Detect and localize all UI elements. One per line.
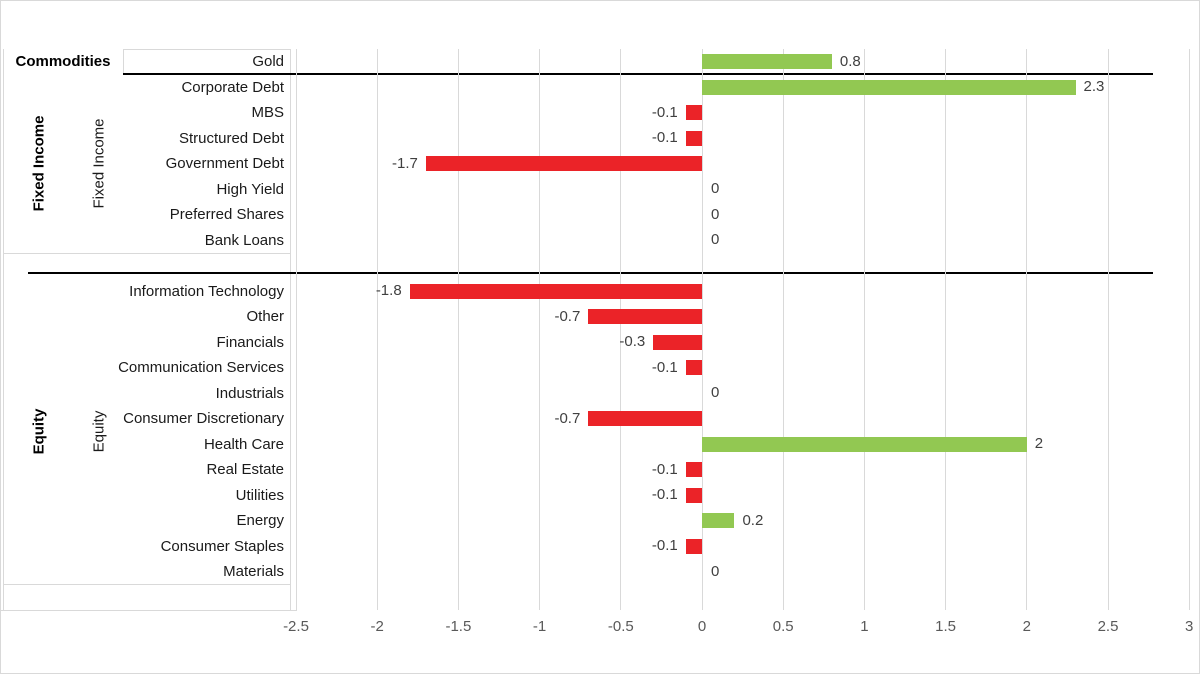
data-bar <box>702 54 832 70</box>
value-label: -0.1 <box>651 129 678 147</box>
x-axis-tick-label: 2.5 <box>1097 618 1119 635</box>
value-label: -1.7 <box>392 154 418 172</box>
category-label: Corporate Debt <box>181 78 284 96</box>
label-area-top-border <box>123 49 291 50</box>
gridline <box>620 49 622 610</box>
data-bar <box>409 283 702 299</box>
value-label: 0 <box>711 180 720 198</box>
category-label: Communication Services <box>118 359 284 376</box>
value-label: 0 <box>711 205 720 223</box>
category-label: Materials <box>223 563 284 580</box>
gridline <box>863 49 865 610</box>
gridline <box>701 49 703 610</box>
x-axis-tick-label: 0.5 <box>772 618 794 635</box>
separator-fixed-income-equity <box>28 272 1153 274</box>
value-label: -0.1 <box>651 460 678 478</box>
category-label: Health Care <box>203 435 284 453</box>
category-label: Industrials <box>215 384 284 402</box>
x-axis-tick-label: 0 <box>697 618 707 635</box>
value-label: -0.7 <box>554 409 581 427</box>
category-label: Consumer Staples <box>160 537 284 555</box>
gridline <box>457 49 459 610</box>
data-bar <box>685 360 702 376</box>
gridline <box>782 49 784 610</box>
category-label: Other <box>246 308 284 325</box>
value-label: -0.1 <box>651 358 678 376</box>
label-area-left-border <box>3 49 4 610</box>
value-label: 0 <box>711 562 720 580</box>
value-label: 0.8 <box>839 52 861 70</box>
value-label: 0 <box>711 384 720 402</box>
data-bar <box>685 105 702 121</box>
gridline <box>1026 49 1028 610</box>
separator-commodities-fixed-income <box>123 73 1153 75</box>
data-bar <box>653 334 702 350</box>
value-label: -0.7 <box>554 307 581 325</box>
category-label: Government Debt <box>165 155 284 172</box>
data-bar <box>702 513 735 529</box>
value-label: 2.3 <box>1083 78 1105 96</box>
x-axis-tick-label: -1.5 <box>445 618 472 635</box>
gridline <box>945 49 947 610</box>
gridline <box>1188 49 1190 610</box>
x-axis-tick-label: 2 <box>1022 618 1031 635</box>
gridline <box>295 49 297 610</box>
gridline <box>376 49 378 610</box>
value-label: 0 <box>711 231 720 249</box>
data-bar <box>685 538 702 554</box>
gridline <box>1107 49 1109 610</box>
value-label: -0.1 <box>651 486 678 504</box>
category-label: MBS <box>251 104 284 121</box>
data-bar <box>685 462 702 478</box>
gridline <box>539 49 541 610</box>
x-axis-tick-label: 3 <box>1185 618 1194 635</box>
category-label: Energy <box>236 512 284 529</box>
data-bar <box>588 309 702 325</box>
x-axis-tick-label: -1 <box>532 618 547 635</box>
label-area-right-border <box>290 49 291 610</box>
category-label: Consumer Discretionary <box>123 410 284 427</box>
equity-bottom-border <box>3 584 291 585</box>
category-label: High Yield <box>216 180 284 198</box>
data-bar <box>425 156 702 172</box>
x-axis-tick-label: 1 <box>860 618 869 635</box>
value-label: -0.1 <box>651 537 678 555</box>
category-label: Preferred Shares <box>169 206 284 223</box>
category-label: Utilities <box>235 486 284 504</box>
value-label: -1.8 <box>375 282 402 300</box>
category-label: Structured Debt <box>178 129 284 147</box>
data-bar <box>685 130 702 146</box>
category-label: Gold <box>252 53 284 70</box>
category-label: Real Estate <box>206 461 284 478</box>
data-bar <box>702 436 1027 452</box>
value-label: -0.3 <box>619 333 646 351</box>
x-axis-tick-label: -2.5 <box>283 618 309 635</box>
value-label: -0.1 <box>651 103 678 121</box>
axis-bottom-border <box>1 610 297 611</box>
data-bar <box>685 487 702 503</box>
fixed-income-bottom-border <box>3 253 291 254</box>
category-label: Bank Loans <box>204 231 284 249</box>
category-label: Information Technology <box>129 282 284 300</box>
data-bar <box>588 411 702 427</box>
category-label: Financials <box>216 333 284 351</box>
x-axis-tick-label: -0.5 <box>607 618 634 635</box>
x-axis-tick-label: -2 <box>370 618 384 635</box>
commodities-cell-divider <box>123 49 124 74</box>
x-axis-tick-label: 1.5 <box>935 618 957 635</box>
value-label: 2 <box>1034 435 1044 453</box>
value-label: 0.2 <box>742 511 764 529</box>
data-bar <box>702 79 1076 95</box>
group-label-commodities: Commodities <box>15 53 111 70</box>
